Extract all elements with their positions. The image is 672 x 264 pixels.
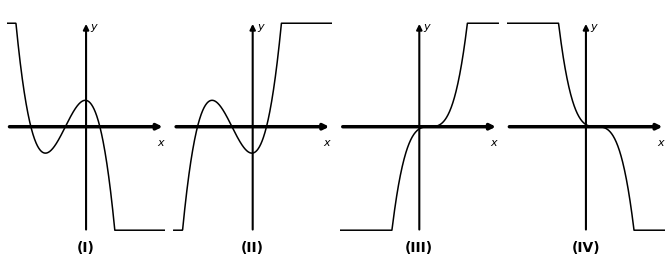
Text: y: y [590,22,597,32]
Text: x: x [157,138,163,148]
Text: y: y [90,22,97,32]
Text: x: x [323,138,330,148]
Text: (II): (II) [241,241,264,255]
Text: (III): (III) [405,241,433,255]
Text: (I): (I) [77,241,95,255]
Text: (IV): (IV) [572,241,600,255]
Text: x: x [490,138,497,148]
Text: x: x [657,138,663,148]
Text: y: y [257,22,263,32]
Text: y: y [423,22,430,32]
